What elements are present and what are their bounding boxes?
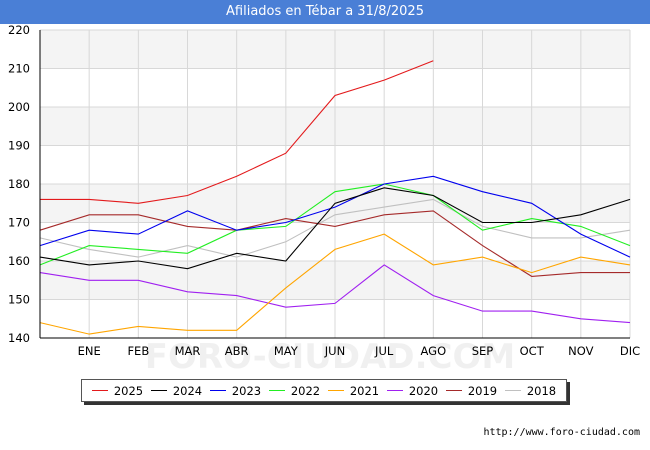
y-tick-label: 180	[8, 177, 30, 191]
legend-item-2024: 2024	[150, 383, 203, 398]
y-tick-label: 140	[8, 331, 30, 345]
x-tick-label: OCT	[520, 344, 545, 358]
legend-swatch	[150, 390, 167, 391]
x-tick-label: ENE	[78, 344, 101, 358]
series-line-2020	[39, 264, 631, 324]
legend-swatch	[268, 390, 285, 391]
y-tick-label: 150	[8, 293, 30, 307]
legend-label: 2018	[526, 383, 557, 398]
legend-item-2025: 2025	[91, 383, 144, 398]
x-tick-label: AGO	[421, 344, 447, 358]
x-tick-label: FEB	[127, 344, 149, 358]
source-url: http://www.foro-ciudad.com	[483, 427, 640, 438]
legend-swatch	[327, 390, 344, 391]
x-tick-label: ABR	[225, 344, 249, 358]
chart-title: Afiliados en Tébar a 31/8/2025	[0, 0, 650, 24]
x-tick-label: MAR	[175, 344, 201, 358]
x-tick-label: SEP	[472, 344, 494, 358]
x-tick-label: DIC	[620, 344, 640, 358]
watermark-text: FORO-CIUDAD.COM	[145, 337, 516, 377]
legend-label: 2021	[349, 383, 380, 398]
legend-swatch	[504, 390, 521, 391]
legend-item-2022: 2022	[268, 383, 321, 398]
legend-swatch	[386, 390, 403, 391]
legend-label: 2020	[408, 383, 439, 398]
legend-label: 2025	[113, 383, 144, 398]
legend-label: 2022	[290, 383, 321, 398]
x-tick-label: MAY	[274, 344, 299, 358]
legend-label: 2023	[231, 383, 262, 398]
series-line-2024	[39, 187, 631, 270]
series-line-2022	[39, 183, 631, 266]
y-tick-label: 190	[8, 139, 30, 153]
x-tick-label: JUN	[324, 344, 345, 358]
y-tick-label: 210	[8, 62, 30, 76]
legend: 2025 2024 2023 2022 2021 2020 2019 2018	[81, 379, 567, 402]
legend-label: 2024	[172, 383, 203, 398]
y-tick-label: 220	[8, 23, 30, 37]
series-line-2021	[39, 233, 631, 335]
legend-item-2021: 2021	[327, 383, 380, 398]
legend-item-2019: 2019	[445, 383, 498, 398]
y-tick-label: 200	[8, 100, 30, 114]
legend-swatch	[91, 390, 108, 391]
y-tick-label: 160	[8, 254, 30, 268]
x-tick-label: NOV	[568, 344, 593, 358]
y-tick-label: 170	[8, 216, 30, 230]
legend-item-2018: 2018	[504, 383, 557, 398]
legend-item-2023: 2023	[209, 383, 262, 398]
legend-swatch	[445, 390, 462, 391]
legend-label: 2019	[467, 383, 498, 398]
legend-swatch	[209, 390, 226, 391]
legend-item-2020: 2020	[386, 383, 439, 398]
series-line-2019	[39, 210, 630, 277]
x-tick-label: JUL	[374, 344, 394, 358]
series-line-2018	[39, 198, 631, 258]
series-line-2023	[39, 175, 631, 258]
series-line-2025	[40, 60, 434, 204]
